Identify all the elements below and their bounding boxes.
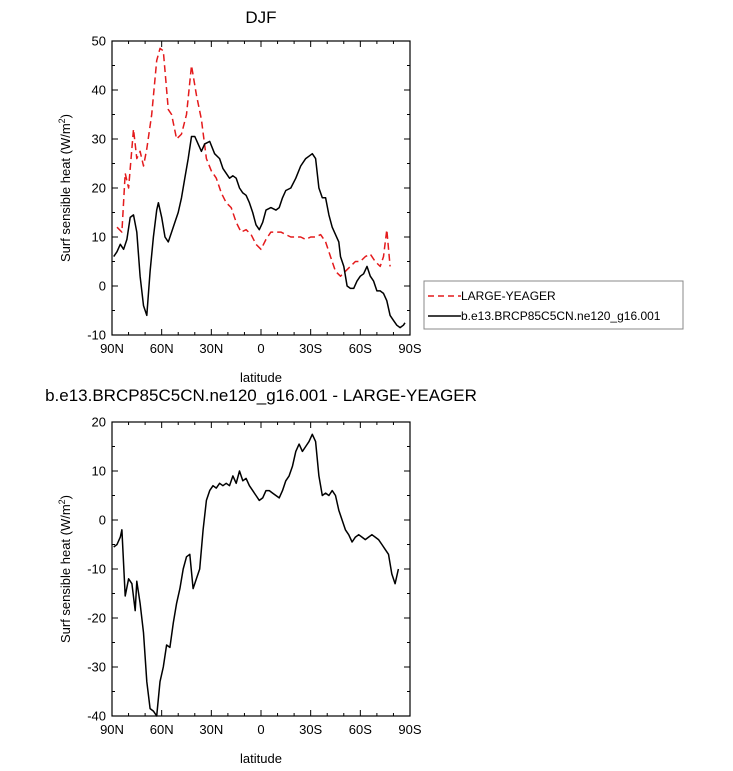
legend-label-large-yeager: LARGE-YEAGER bbox=[461, 289, 556, 303]
x-tick-label: 0 bbox=[257, 341, 264, 356]
panel2-title: b.e13.BRCP85C5CN.ne120_g16.001 - LARGE-Y… bbox=[45, 386, 477, 405]
x-tick-label: 30S bbox=[299, 722, 322, 737]
legend-label-brcp85: b.e13.BRCP85C5CN.ne120_g16.001 bbox=[461, 309, 661, 323]
y-tick-label: 20 bbox=[92, 181, 106, 196]
x-tick-label: 0 bbox=[257, 722, 264, 737]
x-tick-label: 60N bbox=[150, 722, 174, 737]
panel1-y-axis-label: Surf sensible heat (W/m2) bbox=[57, 114, 73, 262]
y-tick-label: -40 bbox=[87, 709, 106, 724]
y-tick-label: 10 bbox=[92, 464, 106, 479]
panel1-title: DJF bbox=[245, 8, 276, 27]
x-tick-label: 90N bbox=[100, 341, 124, 356]
y-tick-label: -30 bbox=[87, 660, 106, 675]
x-tick-label: 90S bbox=[398, 341, 421, 356]
y-tick-label: 20 bbox=[92, 415, 106, 430]
panel2-x-axis-label: latitude bbox=[240, 751, 282, 766]
y-tick-label: 30 bbox=[92, 132, 106, 147]
y-tick-label: -10 bbox=[87, 328, 106, 343]
panel1-x-axis-label: latitude bbox=[240, 370, 282, 385]
panel1-ticks: 90N 60N 30N 0 30S 60S 90S -10 0 10 20 30 40 50 bbox=[87, 34, 422, 357]
series-line-difference bbox=[113, 433, 400, 717]
panel1-plot-frame bbox=[111, 40, 411, 336]
panel2-series bbox=[113, 433, 400, 717]
panel2-y-axis-label: Surf sensible heat (W/m2) bbox=[57, 495, 73, 643]
panel-djf: DJF 90N 60N 30N 0 30S 60S 90S -10 0 10 20 30 40 50 la… bbox=[57, 8, 684, 385]
y-tick-label: -20 bbox=[87, 611, 106, 626]
panel2-plot-frame bbox=[111, 421, 411, 717]
x-tick-label: 60S bbox=[349, 341, 372, 356]
legend: LARGE-YEAGER b.e13.BRCP85C5CN.ne120_g16.… bbox=[423, 280, 684, 330]
x-tick-label: 90S bbox=[398, 722, 421, 737]
series-line-b-e13-brcp85c5cn-ne120-g16-001 bbox=[113, 135, 406, 329]
y-tick-label: 0 bbox=[99, 279, 106, 294]
x-tick-label: 60N bbox=[150, 341, 174, 356]
x-tick-label: 30N bbox=[199, 341, 223, 356]
panel-difference: b.e13.BRCP85C5CN.ne120_g16.001 - LARGE-Y… bbox=[45, 386, 477, 766]
y-tick-label: 0 bbox=[99, 513, 106, 528]
legend-box bbox=[423, 280, 684, 330]
y-tick-label: 10 bbox=[92, 230, 106, 245]
series-line-large-yeager bbox=[116, 47, 391, 277]
panel1-series bbox=[113, 47, 406, 329]
y-tick-label: -10 bbox=[87, 562, 106, 577]
x-tick-label: 90N bbox=[100, 722, 124, 737]
x-tick-label: 30N bbox=[199, 722, 223, 737]
x-tick-label: 30S bbox=[299, 341, 322, 356]
panel2-ticks: 90N 60N 30N 0 30S 60S 90S -40 -30 -20 -10 0 10 20 bbox=[87, 415, 422, 738]
y-tick-label: 40 bbox=[92, 83, 106, 98]
y-tick-label: 50 bbox=[92, 34, 106, 49]
x-tick-label: 60S bbox=[349, 722, 372, 737]
